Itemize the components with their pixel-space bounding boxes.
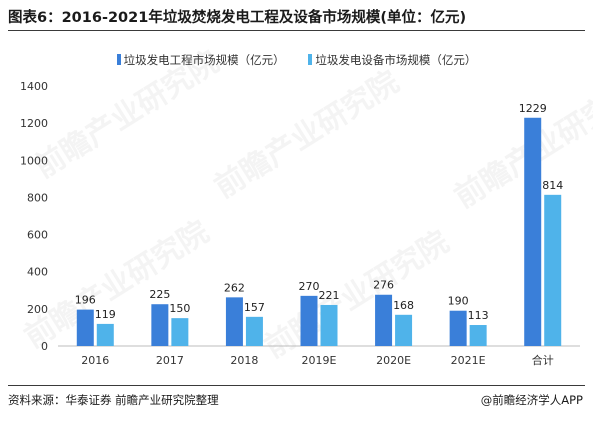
bar-engineering — [449, 310, 467, 346]
bar-equipment — [395, 314, 413, 346]
bar-equipment — [544, 194, 562, 346]
chart-title: 图表6：2016-2021年垃圾焚烧发电工程及设备市场规模(单位：亿元) — [8, 10, 467, 26]
y-tick-label: 1000 — [20, 154, 48, 167]
data-label: 262 — [224, 281, 245, 294]
bar-equipment — [171, 318, 189, 346]
legend-label-engineering: 垃圾发电工程市场规模（亿元） — [123, 53, 285, 67]
x-tick-label: 2020E — [376, 354, 411, 367]
data-label: 196 — [75, 294, 96, 307]
x-tick-label: 2017 — [156, 354, 184, 367]
footer-divider — [8, 385, 585, 386]
data-label: 113 — [468, 309, 489, 322]
data-label: 1229 — [519, 102, 547, 115]
bar-equipment — [469, 325, 487, 346]
bar-engineering — [225, 297, 243, 346]
data-label: 168 — [393, 299, 414, 312]
data-label: 221 — [319, 289, 340, 302]
data-label: 814 — [542, 179, 563, 192]
legend-swatch-equipment — [308, 54, 313, 65]
x-tick-label: 2016 — [81, 354, 109, 367]
legend-item-engineering: 垃圾发电工程市场规模（亿元） — [116, 52, 285, 68]
y-tick-label: 0 — [41, 340, 48, 353]
bar-engineering — [375, 294, 393, 346]
data-label: 276 — [373, 279, 394, 292]
source-note: 资料来源：华泰证券 前瞻产业研究院整理 — [8, 393, 219, 407]
brand-label: @前瞻经济学人APP — [480, 393, 583, 407]
legend: 垃圾发电工程市场规模（亿元） 垃圾发电设备市场规模（亿元） — [0, 52, 593, 68]
y-tick-label: 800 — [27, 191, 48, 204]
x-tick-label: 2019E — [302, 354, 337, 367]
bar-engineering — [300, 295, 318, 346]
title-divider — [8, 30, 585, 31]
bar-equipment — [245, 316, 263, 346]
data-label: 270 — [299, 280, 320, 293]
data-label: 190 — [448, 295, 469, 308]
y-tick-label: 1400 — [20, 80, 48, 93]
legend-swatch-engineering — [116, 54, 121, 65]
bar-equipment — [96, 323, 114, 346]
bar-equipment — [320, 304, 338, 346]
x-tick-label: 2018 — [230, 354, 258, 367]
y-tick-label: 1200 — [20, 117, 48, 130]
y-tick-label: 200 — [27, 303, 48, 316]
data-label: 150 — [169, 302, 190, 315]
x-tick-label: 2021E — [451, 354, 486, 367]
y-tick-label: 400 — [27, 266, 48, 279]
legend-item-equipment: 垃圾发电设备市场规模（亿元） — [308, 52, 476, 68]
data-label: 119 — [95, 308, 116, 321]
bar-engineering — [76, 309, 94, 346]
bar-engineering — [524, 117, 542, 346]
data-label: 225 — [149, 288, 170, 301]
legend-label-equipment: 垃圾发电设备市场规模（亿元） — [315, 53, 477, 67]
data-label: 157 — [244, 301, 265, 314]
y-tick-label: 600 — [27, 229, 48, 242]
bar-engineering — [151, 304, 169, 346]
x-tick-label: 合计 — [532, 353, 554, 367]
